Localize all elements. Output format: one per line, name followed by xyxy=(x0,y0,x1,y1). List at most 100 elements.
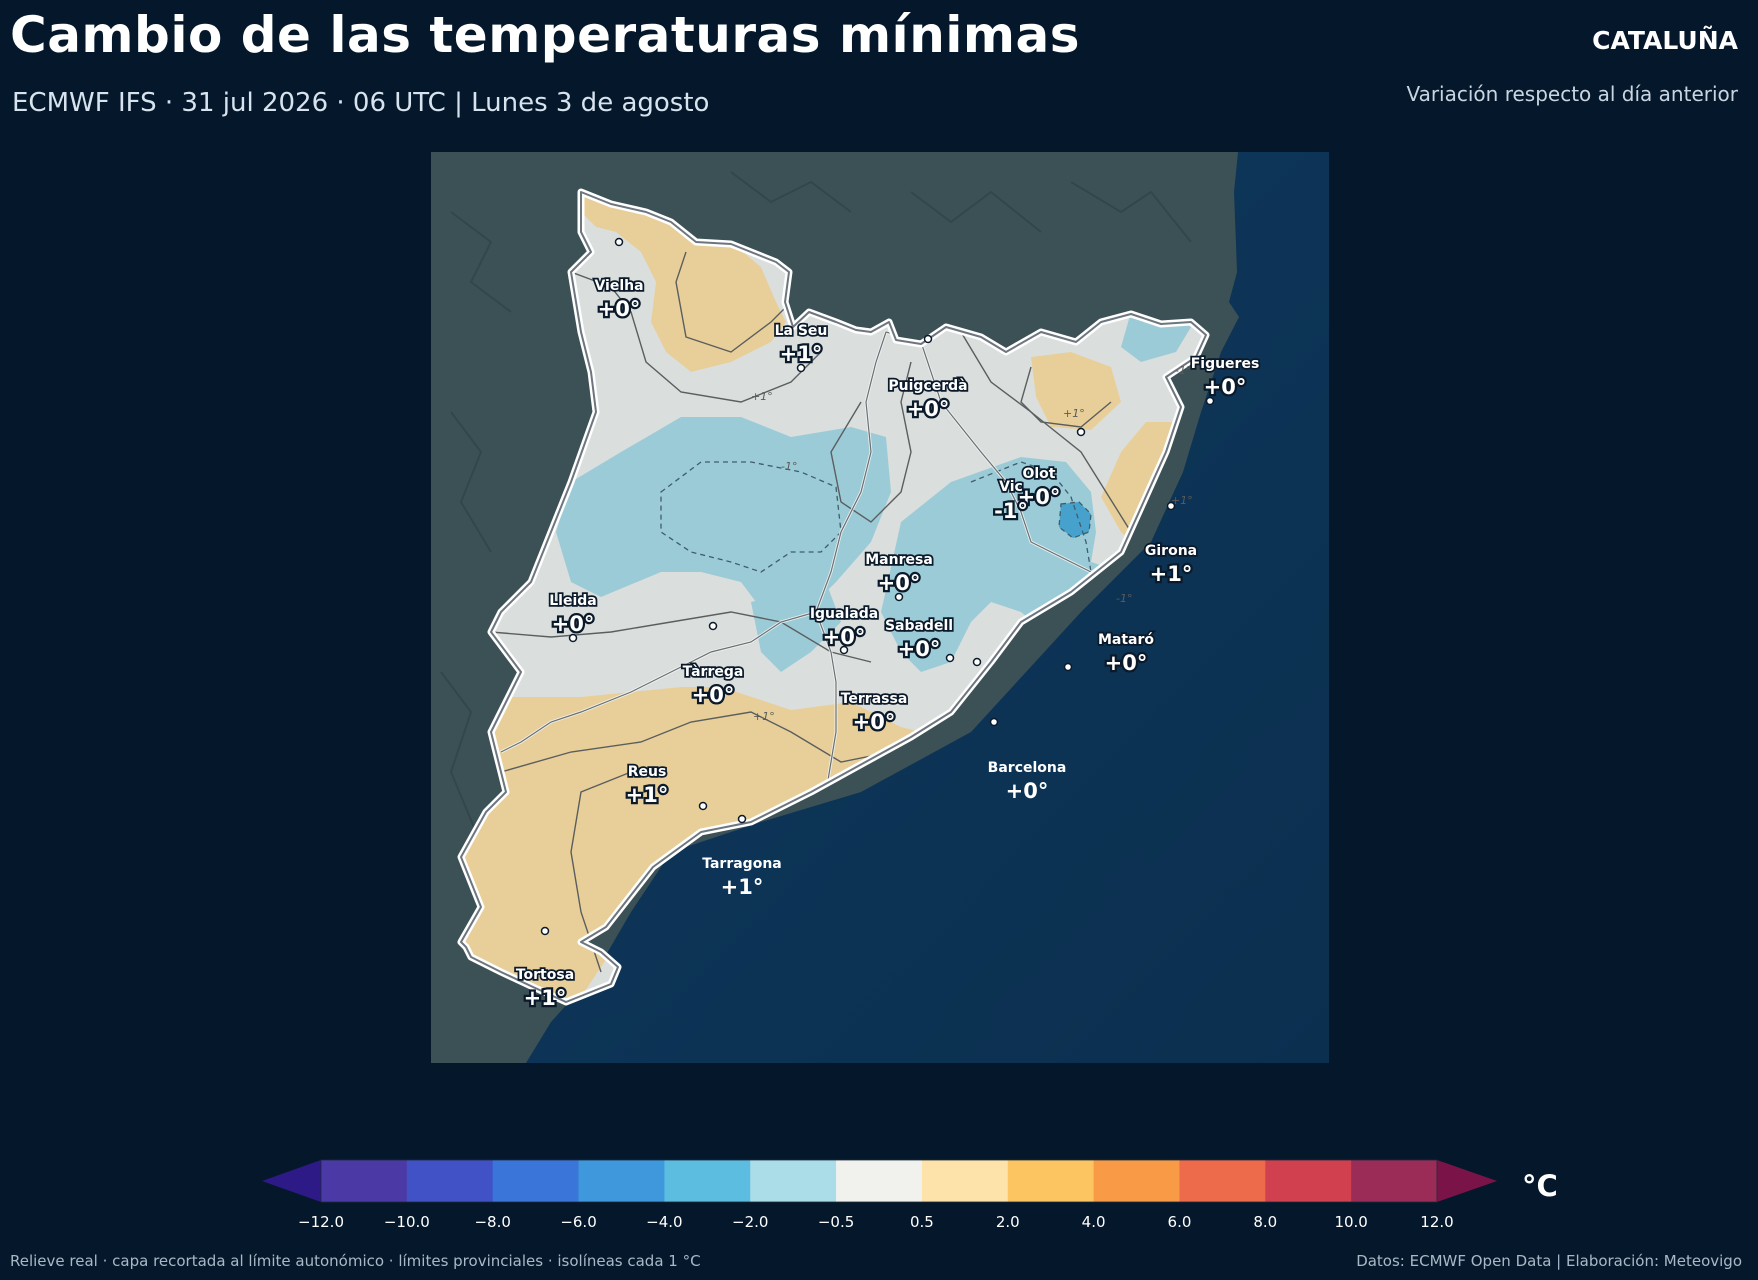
isoline-labels: +1° +1° +1° +1° -1° -1° -1° xyxy=(751,364,1193,723)
city-dot xyxy=(796,363,806,373)
colorbar-segments xyxy=(321,1160,1438,1202)
colorbar-extension-high xyxy=(1437,1160,1497,1202)
colorbar xyxy=(262,1159,1497,1203)
colorbar-segment xyxy=(836,1160,923,1202)
city-name-vielha: Vielha xyxy=(594,278,643,294)
city-name-reus: Reus xyxy=(628,764,667,780)
city-name-tortosa: Tortosa xyxy=(516,967,574,983)
colorbar-segment xyxy=(1265,1160,1352,1202)
colorbar-unit: °C xyxy=(1522,1169,1558,1203)
city-name-terrassa: Terrassa xyxy=(841,691,908,707)
city-dot xyxy=(972,657,982,667)
city-name-mataro: Mataró xyxy=(1098,632,1154,648)
isoline-label: -1° xyxy=(1175,364,1191,377)
isoline-label: -1° xyxy=(1116,592,1132,605)
colorbar-tick-label: 6.0 xyxy=(1167,1213,1192,1231)
city-dot xyxy=(568,633,578,643)
city-name-la-seu: La Seu xyxy=(775,323,828,339)
colorbar-segment xyxy=(492,1160,580,1202)
isoline-label: -1° xyxy=(781,460,797,473)
colorbar-segment xyxy=(1179,1160,1266,1202)
isoline-label: +1° xyxy=(1063,407,1085,420)
colorbar-segment xyxy=(321,1160,408,1202)
colorbar-segment xyxy=(750,1160,837,1202)
city-value-barcelona: +0° xyxy=(1006,779,1049,803)
city-value-tortosa: +1° xyxy=(524,986,567,1010)
city-dot xyxy=(698,801,708,811)
city-name-figueres: Figueres xyxy=(1191,356,1260,372)
colorbar-tick-label: 10.0 xyxy=(1334,1213,1368,1231)
city-value-igualada: +0° xyxy=(823,625,866,649)
city-value-sabadell: +0° xyxy=(898,637,941,661)
variation-description: Variación respecto al día anterior xyxy=(1406,82,1738,106)
city-name-igualada: Igualada xyxy=(810,606,878,622)
city-value-tarrega: +0° xyxy=(692,683,735,707)
warm-zone-pyrenees-east xyxy=(1031,352,1121,430)
colorbar-tick-label: −4.0 xyxy=(646,1213,683,1231)
colorbar-segment xyxy=(1351,1160,1438,1202)
relief-texture xyxy=(440,171,1192,833)
city-name-sabadell: Sabadell xyxy=(885,618,953,634)
isoline-label: +1° xyxy=(1171,494,1193,507)
cold-core-vic xyxy=(1059,502,1091,538)
footer-credits: Datos: ECMWF Open Data | Elaboración: Me… xyxy=(1356,1252,1742,1270)
colorbar-tick-label: −12.0 xyxy=(298,1213,344,1231)
colorbar-tick-label: −10.0 xyxy=(383,1213,430,1231)
city-value-manresa: +0° xyxy=(878,571,921,595)
city-dot xyxy=(614,237,624,247)
city-labels: Vielha +0° La Seu +1° Puigcerdà +0° Figu… xyxy=(514,276,1261,1012)
city-dot xyxy=(894,592,904,602)
city-value-puigcerda: +0° xyxy=(907,397,950,421)
city-value-mataro: +0° xyxy=(1105,651,1148,675)
city-dot xyxy=(945,653,955,663)
colorbar-frame xyxy=(320,1159,1438,1203)
city-value-reus: +1° xyxy=(626,783,669,807)
colorbar-tick-label: −6.0 xyxy=(560,1213,597,1231)
colorbar-tick-label: 2.0 xyxy=(995,1213,1020,1231)
colorbar-segment xyxy=(664,1160,751,1202)
isoline-label: +1° xyxy=(753,710,775,723)
isolines xyxy=(490,251,1132,973)
temperature-change-map: +1° +1° +1° +1° -1° -1° -1° Vielha +0° L… xyxy=(431,152,1329,1063)
city-dot xyxy=(839,645,849,655)
city-name-puigcerda: Puigcerdà xyxy=(888,378,967,394)
city-value-lleida: +0° xyxy=(552,612,595,636)
city-name-girona: Girona xyxy=(1145,543,1197,559)
city-dot xyxy=(1166,501,1176,511)
city-value-terrassa: +0° xyxy=(853,710,896,734)
city-dot xyxy=(540,926,550,936)
city-dot xyxy=(1027,492,1037,502)
colorbar-segment xyxy=(1007,1160,1095,1202)
colorbar-tick-label: −0.5 xyxy=(817,1213,855,1231)
city-markers xyxy=(540,237,1215,936)
city-dot xyxy=(989,717,999,727)
city-value-olot: +0° xyxy=(1018,485,1061,509)
cool-zone-west xyxy=(556,417,891,622)
city-value-tarragona: +1° xyxy=(721,875,764,899)
city-value-vielha: +0° xyxy=(598,297,641,321)
city-value-figueres: +0° xyxy=(1204,375,1247,399)
colorbar-tick-label: 12.0 xyxy=(1420,1213,1454,1231)
dashed-isolines xyxy=(660,461,1122,593)
city-name-lleida: Lleida xyxy=(549,593,596,609)
run-info-subtitle: ECMWF IFS · 31 jul 2026 · 06 UTC | Lunes… xyxy=(12,88,710,118)
city-dot xyxy=(1205,396,1215,406)
city-dot xyxy=(923,334,933,344)
colorbar-tick-label: −2.0 xyxy=(732,1213,769,1231)
city-dot xyxy=(1063,662,1073,672)
city-dot xyxy=(1076,427,1086,437)
city-value-girona: +1° xyxy=(1150,562,1193,586)
colorbar-extension-low xyxy=(262,1160,321,1202)
city-name-barcelona: Barcelona xyxy=(988,760,1067,776)
isoline-label: +1° xyxy=(751,390,773,403)
footer-methodology-note: Relieve real · capa recortada al límite … xyxy=(10,1252,701,1270)
warm-zone-northwest xyxy=(571,192,786,372)
city-name-olot: Olot xyxy=(1022,466,1055,482)
city-name-tarrega: Tàrrega xyxy=(683,664,744,680)
city-value-la-seu: +1° xyxy=(780,342,823,366)
colorbar-tick-label: 4.0 xyxy=(1081,1213,1106,1231)
colorbar-segment xyxy=(921,1160,1009,1202)
city-dot xyxy=(708,621,718,631)
colorbar-segment xyxy=(406,1160,494,1202)
colorbar-tick-label: 0.5 xyxy=(909,1213,934,1231)
